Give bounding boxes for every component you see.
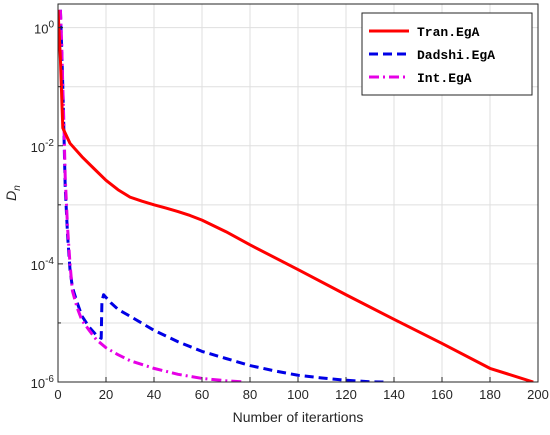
y-axis-label: Dn: [3, 185, 23, 201]
legend: Tran.EgA Dadshi.EgA Int.EgA: [361, 12, 533, 96]
x-tick-label: 0: [54, 387, 61, 402]
x-tick-label: 100: [287, 387, 309, 402]
legend-label-int: Int.EgA: [417, 71, 472, 86]
y-tick-label: 100: [34, 20, 54, 37]
series-tran-line: [58, 9, 534, 382]
x-axis-label: Number of iterartions: [233, 409, 364, 425]
y-tick-label: 10-6: [31, 374, 55, 391]
plot-series: [58, 9, 534, 382]
y-tick-exponent: -4: [45, 256, 54, 267]
legend-label-tran: Tran.EgA: [417, 25, 480, 40]
x-tick-label: 160: [431, 387, 453, 402]
y-tick-base: 10: [34, 22, 48, 37]
x-axis-ticks: 0 20 40 60 80 100 120 140 160 180 200: [54, 377, 549, 402]
y-tick-base: 10: [31, 140, 45, 155]
x-tick-label: 40: [147, 387, 161, 402]
y-tick-exponent: -2: [45, 138, 54, 149]
legend-label-dadshi: Dadshi.EgA: [417, 48, 495, 63]
series-int-line: [58, 9, 246, 382]
y-tick-exponent: -6: [45, 374, 54, 385]
x-tick-label: 140: [383, 387, 405, 402]
y-axis-label-main: D: [3, 191, 19, 201]
y-axis-label-subscript: n: [12, 185, 23, 191]
y-tick-label: 10-4: [31, 256, 55, 273]
x-tick-label: 20: [99, 387, 113, 402]
x-tick-label: 60: [195, 387, 209, 402]
y-tick-base: 10: [31, 258, 45, 273]
series-dadshi-line: [58, 9, 385, 382]
y-tick-exponent: 0: [48, 20, 54, 31]
x-tick-label: 200: [527, 387, 549, 402]
x-tick-label: 80: [243, 387, 257, 402]
x-tick-label: 120: [335, 387, 357, 402]
y-tick-base: 10: [31, 376, 45, 391]
x-tick-label: 180: [479, 387, 501, 402]
y-tick-label: 10-2: [31, 138, 55, 155]
